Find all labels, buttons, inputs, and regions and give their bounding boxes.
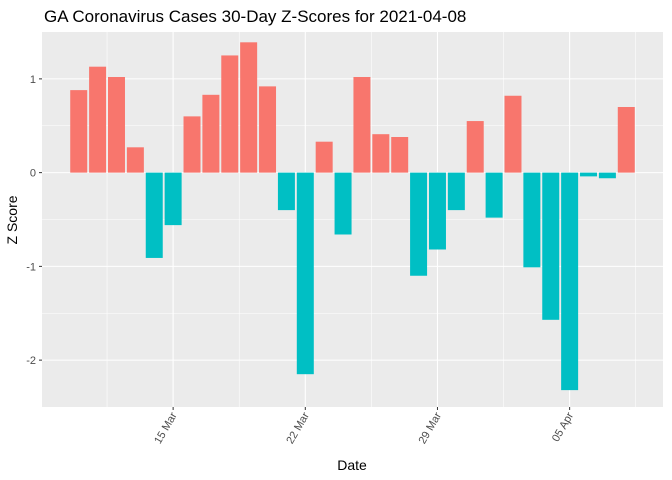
minor-gridlines	[42, 32, 663, 407]
bar	[145, 172, 163, 258]
bar	[466, 121, 484, 173]
bar	[183, 116, 201, 173]
y-axis: -2 -1 0 1	[26, 74, 42, 367]
x-tick-label: 22 Mar	[284, 410, 312, 446]
bar	[126, 147, 144, 173]
bar	[353, 77, 371, 173]
x-tick-label: 15 Mar	[152, 410, 180, 446]
bar	[391, 137, 409, 173]
bar	[428, 172, 446, 250]
y-tick-label: -2	[26, 355, 36, 367]
bar	[523, 172, 541, 268]
bar	[485, 172, 503, 218]
bar	[259, 86, 277, 173]
y-tick-label: 1	[30, 74, 36, 86]
bar	[561, 172, 579, 391]
bar	[296, 172, 314, 375]
y-axis-title: Z Score	[4, 195, 20, 244]
bar	[221, 55, 239, 173]
bar	[202, 94, 220, 173]
bar	[164, 172, 182, 226]
x-tick-label: 29 Mar	[417, 410, 445, 446]
bar	[70, 90, 88, 173]
bar	[447, 172, 465, 211]
bar	[410, 172, 428, 276]
x-axis: 15 Mar 22 Mar 29 Mar 05 Apr	[152, 407, 576, 446]
y-tick-label: -1	[26, 261, 36, 273]
bar	[277, 172, 295, 211]
bar	[580, 172, 598, 177]
bar	[334, 172, 352, 235]
bar	[315, 141, 333, 173]
bar	[240, 42, 258, 173]
bar	[89, 66, 107, 173]
bar	[598, 172, 616, 179]
y-tick-label: 0	[30, 168, 36, 180]
bar	[542, 172, 560, 320]
x-tick-label: 05 Apr	[550, 410, 576, 444]
bar	[372, 134, 390, 173]
chart-title: GA Coronavirus Cases 30-Day Z-Scores for…	[44, 7, 466, 26]
bar-series	[70, 42, 635, 391]
bar	[107, 77, 125, 173]
x-axis-title: Date	[337, 457, 367, 473]
bar	[504, 95, 522, 173]
bar	[617, 107, 635, 173]
